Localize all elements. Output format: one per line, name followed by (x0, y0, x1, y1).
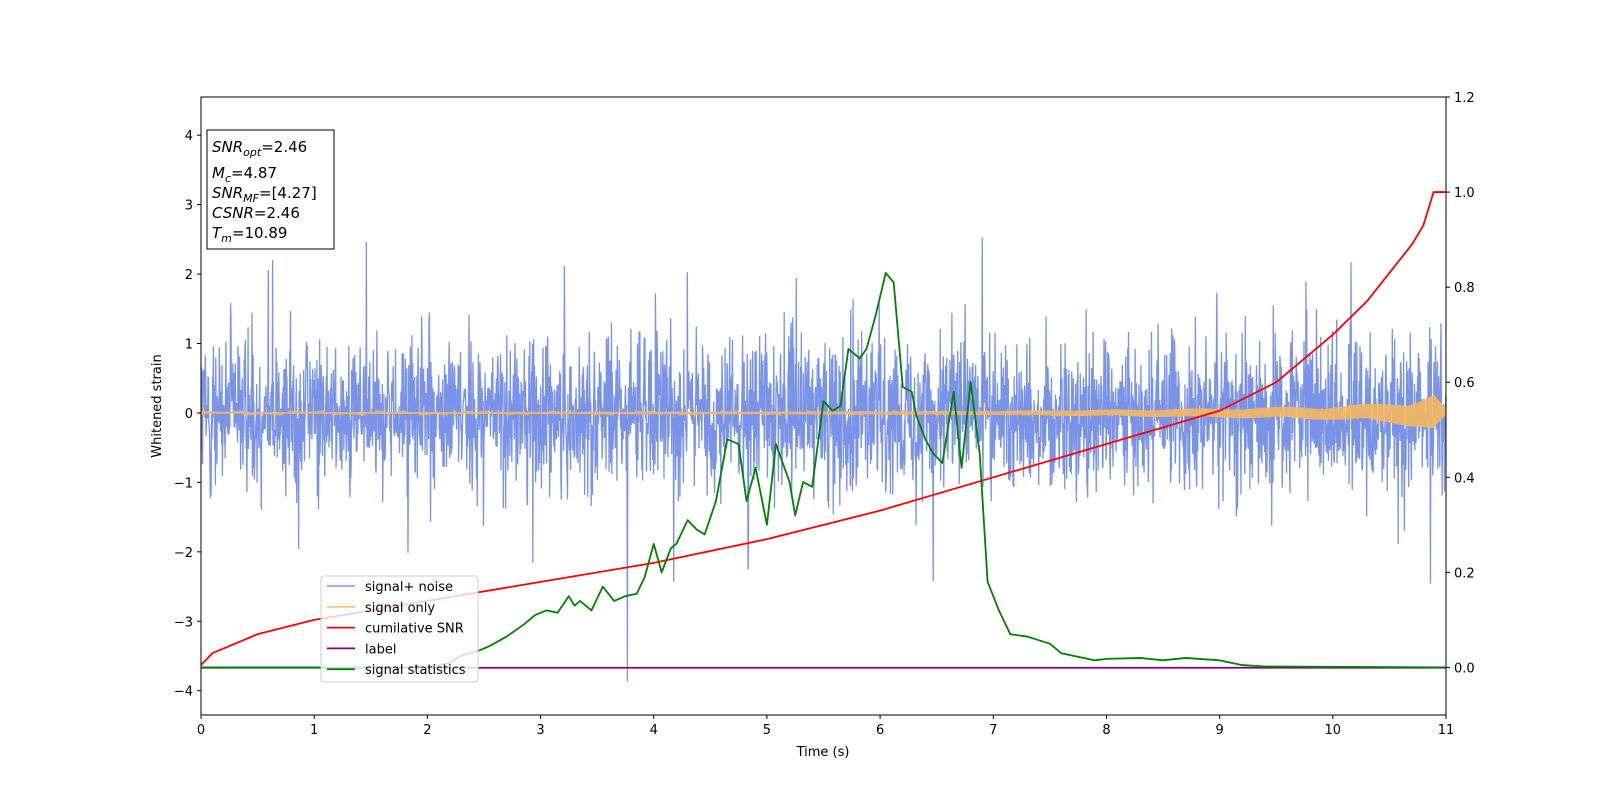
x-tick-label: 2 (423, 723, 431, 738)
legend-entry-label-label: label (365, 642, 396, 657)
info-box-frame (206, 129, 335, 250)
series-signal-plus-noise-line (201, 237, 1446, 682)
x-tick-label: 6 (876, 723, 884, 738)
series-signal-only-line (201, 395, 1446, 429)
x-tick-label: 0 (197, 723, 205, 738)
y2-tick-label: 0.8 (1454, 281, 1475, 296)
y2-tick-label: 0.2 (1454, 566, 1475, 581)
legend-entry-signal-statistics-label: signal statistics (365, 663, 466, 678)
axis-ticks: 0 1 2 3 4 5 6 7 8 9 10 1143210−1−2−3−41.21.00.80.60… (174, 91, 1475, 738)
y-axis-label: Whitened strain (150, 354, 165, 457)
info-line: CSNR=2.46 (212, 204, 300, 222)
legend: signal+ noise signal only cumilative SNR la… (320, 575, 479, 683)
y-tick-label: 4 (185, 129, 193, 144)
y-tick-label: 3 (185, 199, 193, 214)
x-tick-label: 1 (310, 723, 318, 738)
y-tick-label: 2 (185, 268, 193, 283)
x-tick-label: 7 (989, 723, 997, 738)
y-tick-label: −1 (174, 476, 193, 491)
y2-tick-label: 0.6 (1454, 376, 1475, 391)
legend-entry-signal-only-label: signal only (365, 601, 435, 616)
legend-entry-cumulative-snr-label: cumilative SNR (365, 622, 464, 637)
info-line: Tm=10.89 (212, 224, 287, 245)
y2-tick-label: 1.0 (1454, 186, 1475, 201)
y2-tick-label: 0.4 (1454, 471, 1475, 486)
series-signal-statistics-line (201, 271, 1446, 669)
legend-entry-signal-plus-noise-label: signal+ noise (365, 580, 453, 595)
x-tick-label: 9 (1215, 723, 1223, 738)
x-tick-label: 11 (1438, 723, 1455, 738)
x-axis-label: Time (s) (796, 745, 850, 760)
axes-frame (200, 96, 1447, 716)
x-tick-label: 10 (1325, 723, 1342, 738)
y2-tick-label: 1.2 (1454, 91, 1475, 106)
info-line: Mc=4.87 (212, 164, 277, 185)
x-tick-label: 5 (763, 723, 771, 738)
info-line: SNRMF=[4.27] (212, 184, 317, 205)
y-tick-label: 1 (185, 338, 193, 353)
x-tick-label: 4 (650, 723, 658, 738)
y-tick-label: −2 (174, 546, 193, 561)
info-line: SNRopt=2.46 (212, 138, 307, 159)
y2-tick-label: 0.0 (1454, 661, 1475, 676)
y-tick-label: 0 (185, 407, 193, 422)
x-tick-label: 8 (1102, 723, 1110, 738)
legend-frame (320, 575, 479, 683)
y-tick-label: −3 (174, 615, 193, 630)
x-tick-label: 3 (536, 723, 544, 738)
y-tick-label: −4 (174, 685, 193, 700)
